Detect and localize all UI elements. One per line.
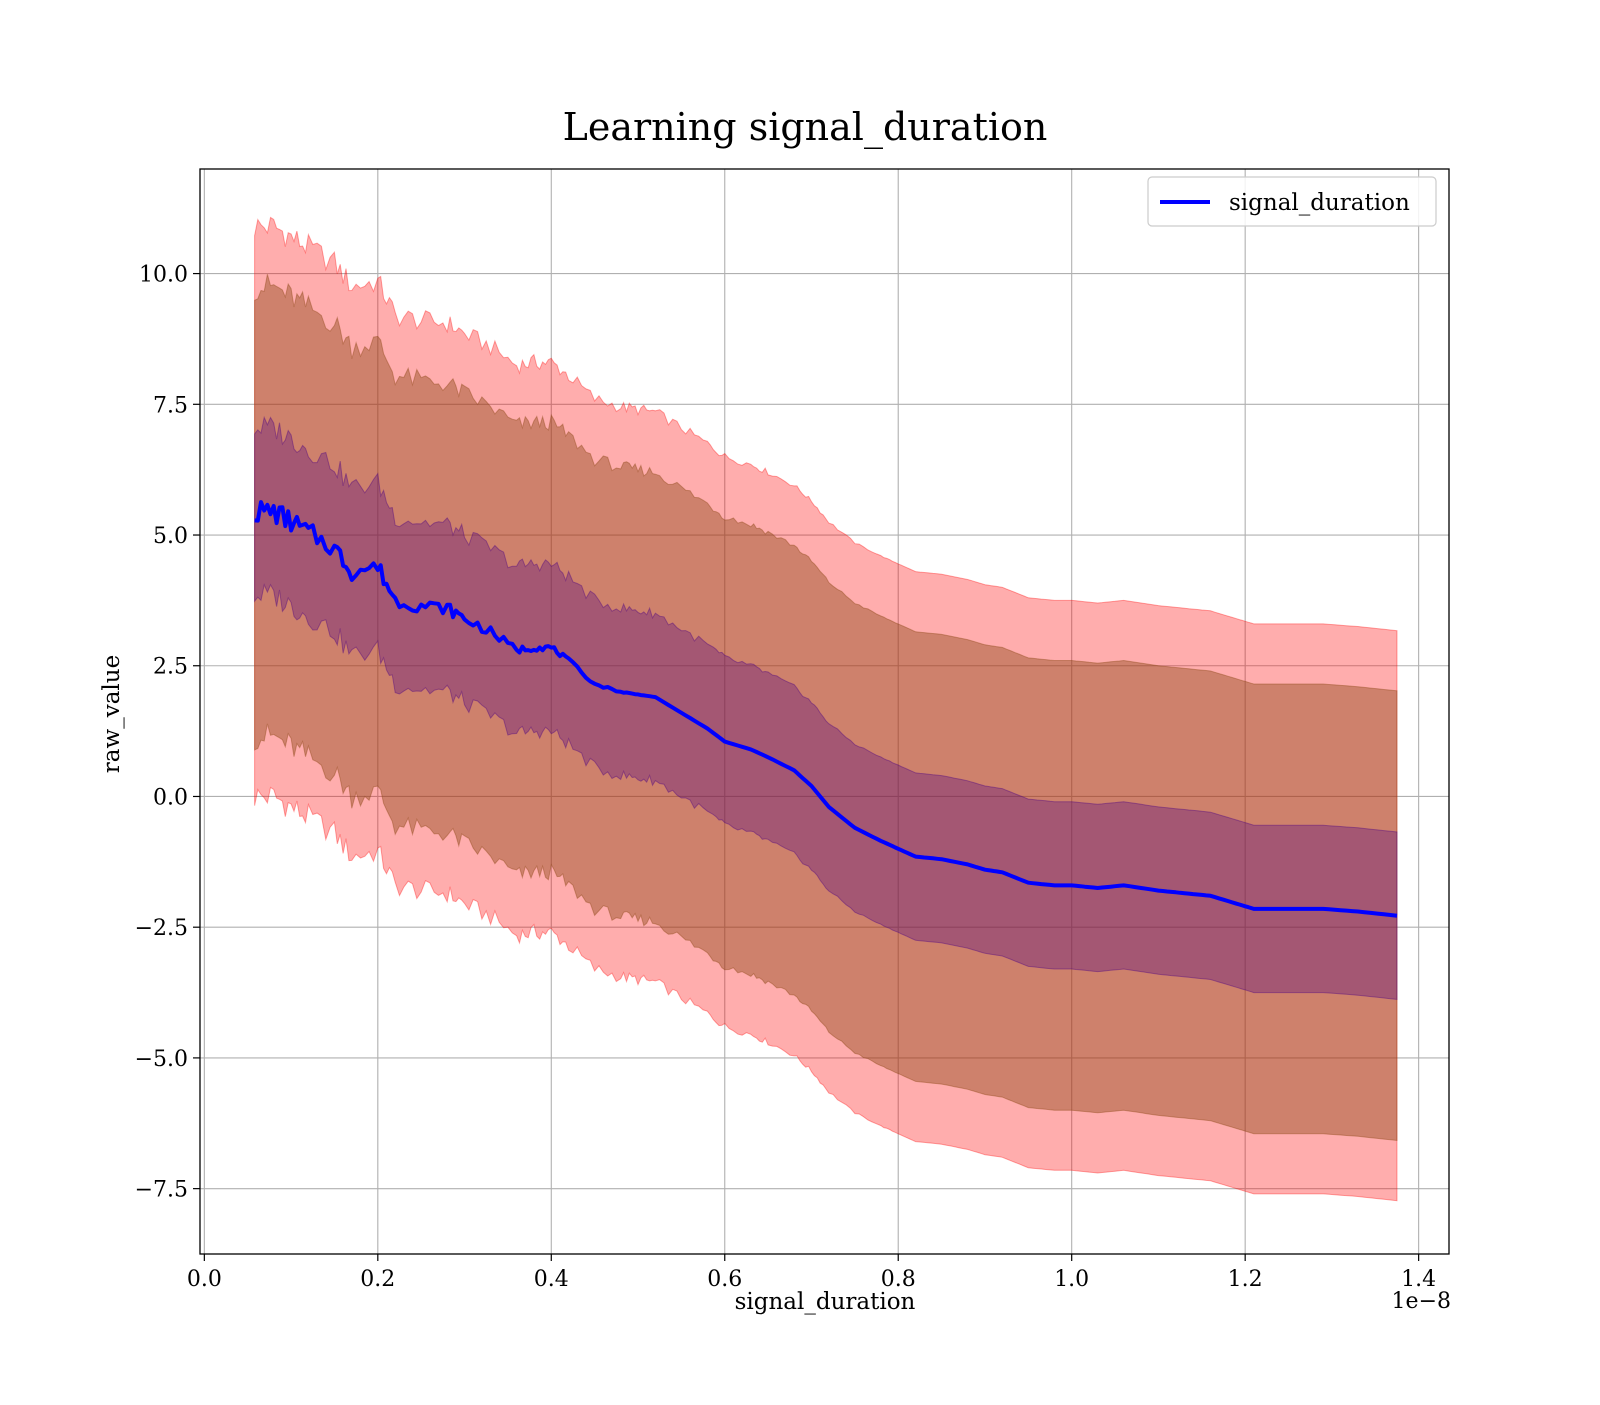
band-outer <box>254 216 1398 1202</box>
x-tick-label: 0.6 <box>707 1267 742 1292</box>
x-tick-label: 0.2 <box>360 1267 395 1292</box>
y-tick-label: 0.0 <box>153 785 188 810</box>
legend-entry-signal-duration: signal_duration <box>1229 190 1410 216</box>
plot-frame <box>199 168 1450 1255</box>
y-tick-label: 5.0 <box>153 524 188 549</box>
x-axis-label: signal_duration <box>735 1289 916 1315</box>
band-inner <box>254 415 1398 1000</box>
x-tick-label: 0.4 <box>534 1267 569 1292</box>
x-tick-label: 1.2 <box>1228 1267 1263 1292</box>
chart-title: Learning signal_duration <box>563 105 1048 150</box>
legend: signal_duration <box>1147 176 1437 227</box>
band-mid <box>254 274 1398 1142</box>
y-axis-label: raw_value <box>99 655 125 773</box>
y-tick-label: −7.5 <box>135 1178 188 1203</box>
y-tick-label: 2.5 <box>153 655 188 680</box>
series-lines <box>254 500 1398 918</box>
x-tick-label: 0.8 <box>881 1267 916 1292</box>
x-tick-label: 1.4 <box>1401 1267 1436 1292</box>
legend-box <box>1147 176 1437 227</box>
y-tick-label: −5.0 <box>135 1047 188 1072</box>
x-tick-label: 0.0 <box>187 1267 222 1292</box>
x-tick-label: 1.0 <box>1054 1267 1089 1292</box>
y-tick-label: 7.5 <box>153 393 188 418</box>
axes: 0.0 0.2 0.4 0.6 0.8 1.0 1.2 1.4 −7.5 −5.0 −2.5 0.0 2… <box>135 168 1450 1292</box>
x-axis-offset-label: 1e−8 <box>1392 1289 1451 1314</box>
series-line-signal-duration <box>254 500 1398 918</box>
y-tick-label: 10.0 <box>139 263 188 288</box>
grid <box>200 169 1449 1254</box>
y-tick-label: −2.5 <box>135 916 188 941</box>
confidence-bands <box>254 216 1398 1202</box>
